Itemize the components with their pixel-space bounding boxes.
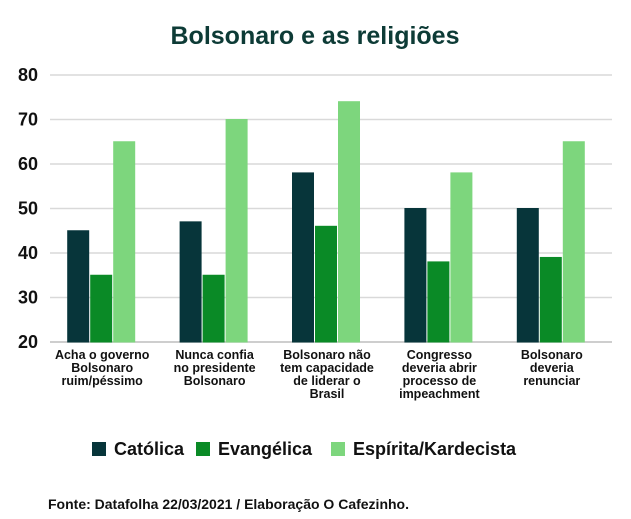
bar: [539, 256, 562, 343]
x-category-label: Brasil: [310, 387, 345, 401]
x-category-label: Bolsonaro: [184, 374, 246, 388]
x-category-label: Bolsonaro: [71, 361, 133, 375]
bar: [292, 172, 314, 343]
x-category-label: Nunca confia: [175, 348, 255, 362]
bar: [427, 261, 450, 343]
y-tick-label: 80: [18, 65, 38, 85]
x-category-label: deveria abrir: [402, 361, 477, 375]
source-note: Fonte: Datafolha 22/03/2021 / Elaboração…: [48, 496, 409, 512]
x-category-label: Acha o governo: [55, 348, 150, 362]
legend-swatch: [92, 442, 106, 456]
bar: [404, 208, 427, 343]
y-tick-label: 60: [18, 154, 38, 174]
legend-swatch: [331, 442, 345, 456]
x-category-label: Bolsonaro não: [283, 348, 371, 362]
x-category-label: impeachment: [399, 387, 480, 401]
bar: [338, 101, 360, 343]
bar: [516, 208, 539, 343]
x-category-label: Bolsonaro: [521, 348, 583, 362]
bar: [450, 172, 473, 343]
legend-label: Evangélica: [218, 439, 313, 459]
x-category-label: deveria: [530, 361, 575, 375]
legend: Católica Evangélica Espírita/Kardecista: [92, 439, 517, 459]
x-category-label: ruim/péssimo: [62, 374, 144, 388]
bar: [562, 141, 585, 343]
bar: [315, 225, 337, 343]
y-tick-label: 20: [18, 332, 38, 352]
y-axis-ticks: 20 30 40 50 60 70 80: [18, 65, 38, 352]
x-category-label: processo de: [403, 374, 477, 388]
x-category-label: renunciar: [523, 374, 580, 388]
x-category-label: tem capacidade: [280, 361, 374, 375]
bars: [67, 101, 585, 343]
x-category-label: no presidente: [174, 361, 256, 375]
bar: [113, 141, 136, 343]
bar: [90, 274, 113, 343]
bar: [179, 221, 202, 343]
x-axis-categories: Acha o governoBolsonaroruim/péssimoNunca…: [55, 348, 583, 401]
y-tick-label: 70: [18, 110, 38, 130]
x-category-label: de liderar o: [293, 374, 361, 388]
y-tick-label: 50: [18, 199, 38, 219]
bar: [67, 230, 90, 343]
x-category-label: Congresso: [407, 348, 473, 362]
bar: [202, 274, 225, 343]
bar: [225, 119, 248, 343]
chart-title: Bolsonaro e as religiões: [171, 22, 460, 50]
legend-swatch: [196, 442, 210, 456]
y-tick-label: 40: [18, 243, 38, 263]
legend-label: Católica: [114, 439, 185, 459]
legend-label: Espírita/Kardecista: [353, 439, 517, 459]
y-tick-label: 30: [18, 288, 38, 308]
